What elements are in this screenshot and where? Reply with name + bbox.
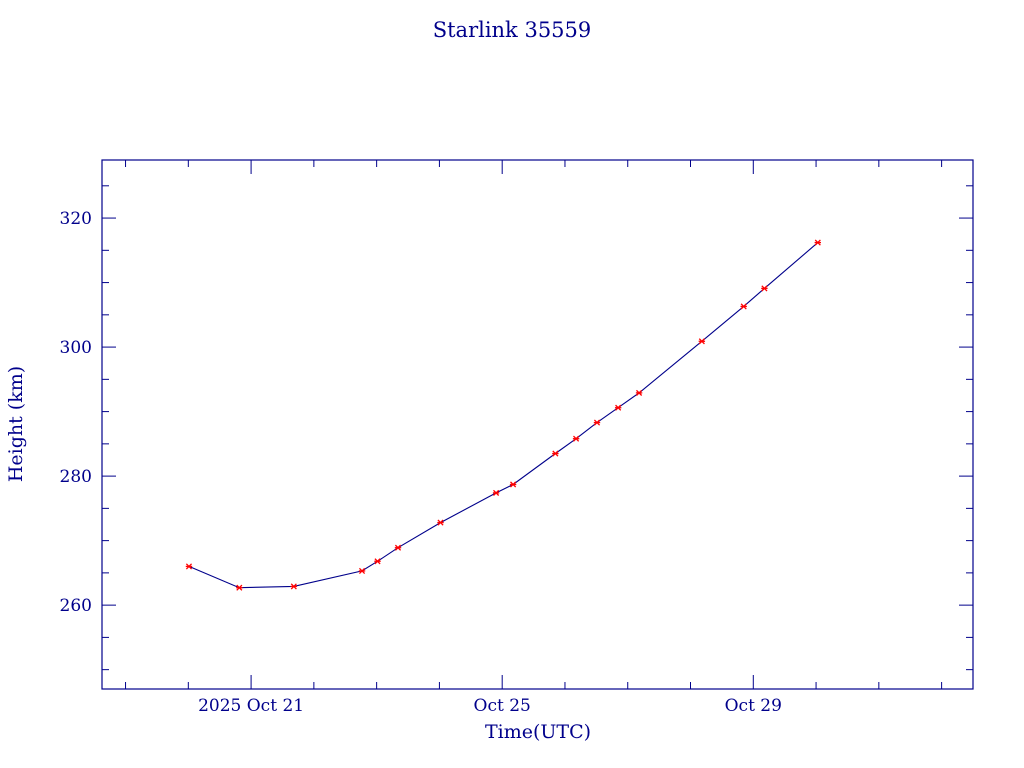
data-point (698, 338, 706, 345)
x-tick-label: Oct 29 (725, 696, 782, 716)
x-tick-labels: 2025 Oct 21 Oct 25 Oct 29 (198, 696, 782, 716)
data-point (572, 435, 580, 442)
x-tick-label: 2025 Oct 21 (198, 696, 304, 716)
data-point (761, 285, 768, 292)
data-point (437, 519, 444, 526)
data-point (185, 563, 193, 570)
data-point (552, 450, 559, 457)
axis-ticks (102, 160, 973, 689)
x-tick-label: Oct 25 (474, 696, 531, 716)
series-line (188, 242, 819, 589)
data-point (394, 544, 402, 551)
y-tick-labels: 260 280 300 320 (60, 209, 92, 616)
data-point (358, 567, 366, 575)
data-point (236, 584, 243, 591)
y-tick-label: 280 (60, 467, 92, 487)
data-point (509, 481, 517, 488)
data-point (593, 419, 601, 426)
y-tick-label: 260 (60, 596, 92, 616)
data-point (614, 404, 622, 411)
x-axis-label: Time(UTC) (485, 721, 591, 743)
data-point (740, 303, 747, 310)
data-point (374, 558, 381, 565)
chart-title: Starlink 35559 (433, 18, 592, 42)
y-tick-label: 300 (60, 338, 92, 358)
data-point (635, 389, 643, 396)
data-point (492, 489, 500, 496)
y-axis-label: Height (km) (5, 366, 27, 482)
data-point (290, 583, 298, 590)
series-group (185, 239, 822, 591)
data-point (814, 239, 822, 246)
y-tick-label: 320 (60, 209, 92, 229)
plot-frame (101, 159, 974, 690)
